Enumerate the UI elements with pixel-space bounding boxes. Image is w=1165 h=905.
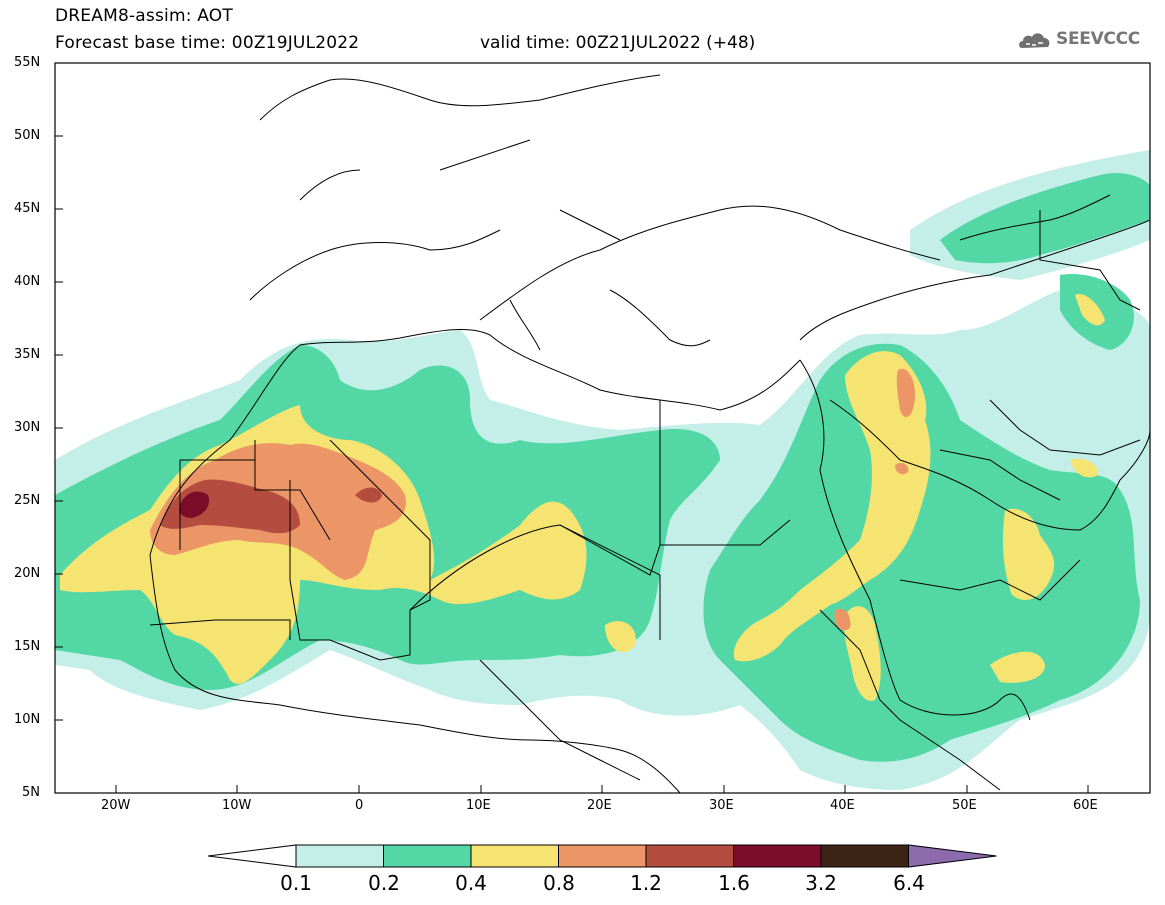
lon-label: 10E xyxy=(466,798,491,813)
lat-label: 15N xyxy=(14,639,41,654)
colorbar-label: 3.2 xyxy=(805,871,837,895)
colorbar xyxy=(207,844,997,868)
colorbar-label: 0.2 xyxy=(368,871,400,895)
cloud-icon xyxy=(1019,33,1050,48)
chart-title: DREAM8-assim: AOT xyxy=(55,6,233,26)
lat-label: 25N xyxy=(14,493,41,508)
colorbar-label: 6.4 xyxy=(893,871,925,895)
lon-label: 40E xyxy=(830,798,855,813)
lon-label: 20W xyxy=(101,798,131,813)
lat-label: 35N xyxy=(14,347,41,362)
colorbar-swatch xyxy=(295,844,384,868)
colorbar-label: 0.4 xyxy=(455,871,487,895)
lon-label: 0 xyxy=(355,798,364,813)
axis-ticks xyxy=(55,62,1089,793)
colorbar-min-arrow xyxy=(207,844,297,868)
colorbar-label: 0.8 xyxy=(543,871,575,895)
lat-label: 50N xyxy=(14,128,41,143)
colorbar-swatch xyxy=(733,844,822,868)
colorbar-label: 1.6 xyxy=(718,871,750,895)
lat-label: 45N xyxy=(14,201,41,216)
lon-label: 30E xyxy=(709,798,734,813)
colorbar-label: 1.2 xyxy=(630,871,662,895)
lat-label: 20N xyxy=(14,566,41,581)
colorbar-swatch xyxy=(820,844,909,868)
colorbar-max-arrow xyxy=(908,844,997,868)
lat-label: 55N xyxy=(14,55,41,70)
seevccc-logo: SEEVCCC xyxy=(1056,29,1140,49)
lat-label: 10N xyxy=(14,712,41,727)
lon-label: 10W xyxy=(222,798,252,813)
lon-label: 60E xyxy=(1073,798,1098,813)
valid-time: valid time: 00Z21JUL2022 (+48) xyxy=(480,33,756,53)
coastlines xyxy=(149,74,1150,793)
lon-label: 50E xyxy=(952,798,977,813)
lat-label: 40N xyxy=(14,274,41,289)
colorbar-swatch xyxy=(558,844,647,868)
colorbar-swatch xyxy=(383,844,472,868)
lon-label: 20E xyxy=(587,798,612,813)
forecast-base-time: Forecast base time: 00Z19JUL2022 xyxy=(55,33,360,53)
aot-level-1.6 xyxy=(179,491,210,518)
lat-label: 30N xyxy=(14,420,41,435)
lat-label: 5N xyxy=(22,785,40,800)
colorbar-swatch xyxy=(645,844,734,868)
colorbar-swatch xyxy=(470,844,559,868)
aot-field xyxy=(55,150,1150,790)
colorbar-label: 0.1 xyxy=(280,871,312,895)
